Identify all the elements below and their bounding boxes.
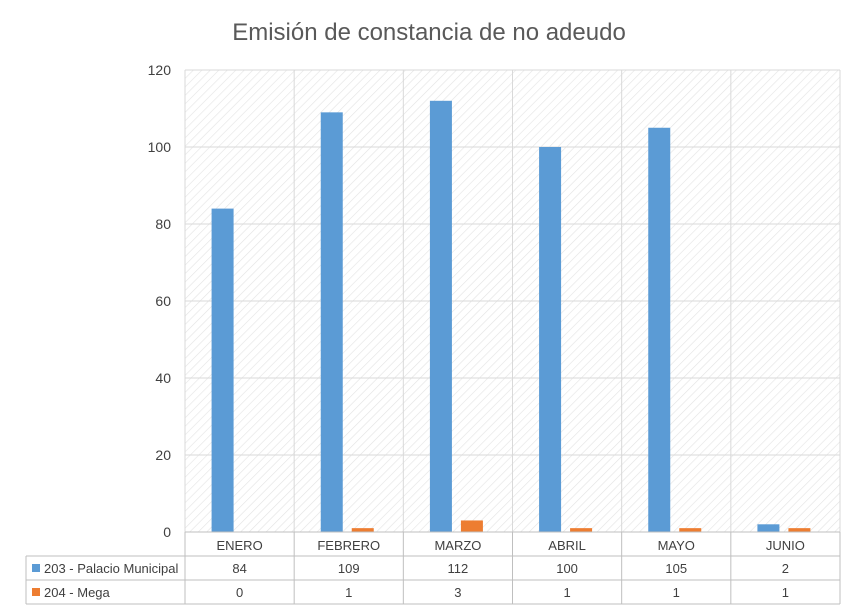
data-label: 2: [782, 561, 789, 576]
chart-title: Emisión de constancia de no adeudo: [232, 19, 626, 46]
bar-mega-mayo: [679, 528, 702, 532]
x-tick-label: MARZO: [434, 538, 481, 553]
y-tick-label: 120: [148, 62, 172, 78]
bar-mega-febrero: [351, 528, 374, 532]
legend-label: 204 - Mega: [44, 585, 111, 600]
bar-palacio-junio: [757, 524, 780, 532]
data-label: 105: [665, 561, 687, 576]
bar-palacio-marzo: [429, 100, 452, 533]
data-label: 100: [556, 561, 578, 576]
bars: [211, 100, 811, 533]
y-axis-ticks: 0 20 40 60 80 100 120: [148, 62, 172, 540]
y-tick-label: 0: [163, 524, 171, 540]
bar-palacio-enero: [211, 208, 234, 532]
y-tick-label: 60: [155, 293, 171, 309]
data-label: 1: [345, 585, 352, 600]
bar-mega-marzo: [460, 520, 483, 532]
data-table: ENERO FEBRERO MARZO ABRIL MAYO JUNIO 203 - Pal…: [25, 531, 841, 605]
x-tick-label: MAYO: [658, 538, 695, 553]
bar-palacio-abril: [539, 147, 562, 532]
bar-mega-junio: [788, 528, 811, 532]
x-tick-label: JUNIO: [766, 538, 805, 553]
y-tick-label: 40: [155, 370, 171, 386]
y-tick-label: 80: [155, 216, 171, 232]
data-label: 112: [448, 561, 469, 576]
y-tick-label: 100: [148, 139, 172, 155]
data-label: 1: [782, 585, 789, 600]
data-label: 1: [673, 585, 680, 600]
x-tick-label: ENERO: [216, 538, 262, 553]
legend-label: 203 - Palacio Municipal: [44, 561, 179, 576]
data-label: 84: [232, 561, 246, 576]
bar-mega-abril: [570, 528, 593, 532]
y-tick-label: 20: [155, 447, 171, 463]
data-label: 109: [338, 561, 360, 576]
x-tick-label: FEBRERO: [317, 538, 380, 553]
data-label: 3: [454, 585, 461, 600]
gridlines: [184, 69, 841, 533]
bar-palacio-mayo: [648, 127, 671, 532]
x-tick-label: ABRIL: [548, 538, 586, 553]
data-label: 1: [563, 585, 570, 600]
legend-swatch: [32, 564, 40, 572]
bar-palacio-febrero: [320, 112, 343, 532]
legend-swatch: [32, 588, 40, 596]
data-label: 0: [236, 585, 243, 600]
